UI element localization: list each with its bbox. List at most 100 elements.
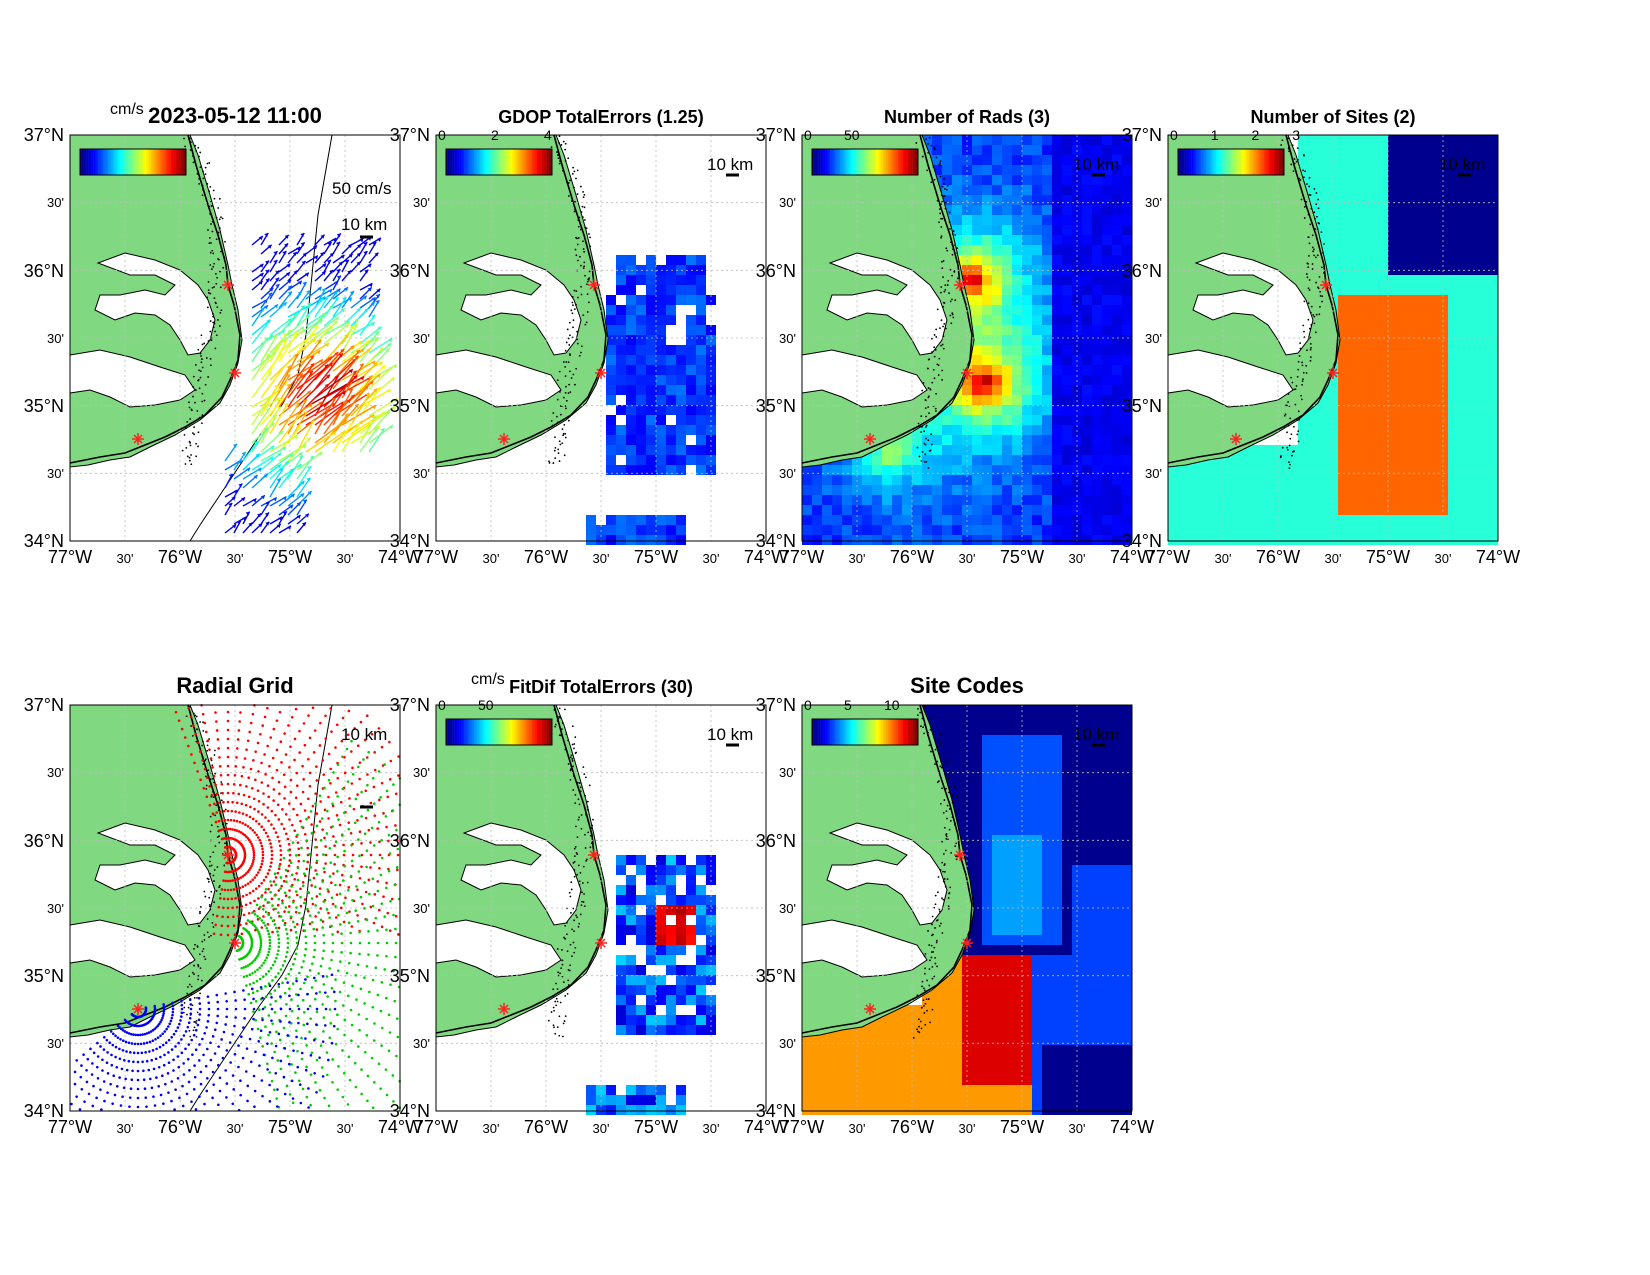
- coastline: [435, 134, 607, 464]
- coast-stipple: [182, 706, 228, 1038]
- colorbar-tick-label: 2: [491, 127, 499, 143]
- axes-frame: [435, 134, 767, 542]
- longitude-label: 74°W: [1109, 1117, 1155, 1137]
- longitude-label: 76°W: [1255, 547, 1301, 567]
- graticule: [802, 135, 1132, 541]
- latitude-label: 37°N: [1121, 125, 1162, 145]
- longitude-label: 76°W: [523, 547, 569, 567]
- colorbar-tick-label: 5: [844, 697, 852, 713]
- axes-frame: [1167, 134, 1499, 542]
- longitude-minute-label: 30': [592, 1121, 610, 1136]
- latitude-minute-label: 30': [1145, 195, 1162, 210]
- latitude-label: 34°N: [1121, 531, 1162, 551]
- latitude-label: 37°N: [389, 695, 430, 715]
- axes-frame: [801, 134, 1133, 542]
- sound-water: [94, 822, 216, 926]
- graticule: [436, 135, 766, 541]
- longitude-minute-label: 30': [592, 551, 610, 566]
- colorbar-tick-label: 1: [1210, 127, 1219, 143]
- map-canvas: [435, 134, 767, 545]
- longitude-label: 75°W: [267, 1117, 313, 1137]
- latitude-label: 34°N: [23, 1101, 64, 1121]
- latitude-minute-label: 30': [779, 901, 796, 916]
- map-canvas: [1167, 134, 1499, 545]
- coastline: [801, 704, 973, 1034]
- sound-water: [826, 822, 948, 926]
- panel-title: GDOP TotalErrors (1.25): [498, 107, 704, 127]
- radar-site-markers: [132, 279, 241, 445]
- longitude-label: 77°W: [1145, 547, 1191, 567]
- scale-bar-label: 10 km: [1073, 725, 1120, 744]
- scale-bar-label: 10 km: [707, 155, 754, 174]
- panel-gdop-total-errors: GDOP TotalErrors (1.25) 0 2 4 10 km 37°N 36°N 3…: [390, 107, 796, 595]
- panel-title: Radial Grid: [176, 673, 294, 698]
- latitude-minute-label: 30': [413, 195, 430, 210]
- panel-title: Site Codes: [910, 673, 1024, 698]
- latitude-label: 35°N: [389, 966, 430, 986]
- units-label: cm/s: [110, 101, 144, 118]
- sound-water: [460, 822, 582, 926]
- colorbar-tick-label: 0: [438, 127, 446, 143]
- latitude-minute-label: 30': [413, 331, 430, 346]
- scale-bar-label: 10 km: [707, 725, 754, 744]
- isobath-contour: [189, 704, 333, 1112]
- map-canvas: [69, 134, 401, 542]
- latitude-minute-label: 30': [413, 765, 430, 780]
- latitude-label: 37°N: [389, 125, 430, 145]
- axes-frame: [801, 704, 1133, 1112]
- longitude-label: 74°W: [743, 1117, 789, 1137]
- longitude-label: 74°W: [377, 1117, 423, 1137]
- sound-water: [1192, 252, 1314, 356]
- map-canvas: [801, 704, 1133, 1115]
- scale-bar-label: 10 km: [341, 215, 388, 234]
- radial-grid-points: [70, 704, 402, 1112]
- sound-water: [460, 252, 582, 356]
- colorbar: [445, 148, 553, 176]
- data-field: [586, 855, 716, 1115]
- latitude-label: 37°N: [23, 695, 64, 715]
- longitude-minute-label: 30': [482, 1121, 500, 1136]
- coastline: [435, 704, 607, 1034]
- longitude-minute-label: 30': [848, 1121, 866, 1136]
- map-canvas: [435, 704, 767, 1115]
- longitude-minute-label: 30': [702, 1121, 720, 1136]
- colorbar-tick-label: 50: [478, 697, 494, 713]
- longitude-label: 74°W: [1475, 547, 1521, 567]
- scale-bar-label: 10 km: [341, 725, 388, 744]
- latitude-minute-label: 30': [47, 1036, 64, 1051]
- latitude-label: 34°N: [389, 1101, 430, 1121]
- latitude-label: 37°N: [755, 695, 796, 715]
- radar-site-markers: [498, 849, 607, 1015]
- colorbar-tick-label: 4: [544, 127, 552, 143]
- longitude-label: 74°W: [1109, 547, 1155, 567]
- radar-site-markers: [132, 849, 241, 1015]
- latitude-minute-label: 30': [779, 1036, 796, 1051]
- latitude-minute-label: 30': [779, 466, 796, 481]
- latitude-label: 36°N: [389, 831, 430, 851]
- panel-radial-grid: Radial Grid 10 km 37°N 36°N 35°N 34°N 30' 30' 30…: [24, 673, 430, 1165]
- latitude-label: 35°N: [389, 396, 430, 416]
- longitude-minute-label: 30': [226, 551, 244, 566]
- coastline: [69, 134, 241, 464]
- longitude-minute-label: 30': [1068, 551, 1086, 566]
- map-canvas: [69, 704, 402, 1112]
- colorbar-tick-label: 50: [844, 127, 860, 143]
- coastline: [801, 134, 973, 464]
- longitude-minute-label: 30': [1068, 1121, 1086, 1136]
- latitude-label: 36°N: [389, 261, 430, 281]
- longitude-minute-label: 30': [116, 551, 134, 566]
- panel-number-of-sites: Number of Sites (2) 0 1 2 3 10 km 37°N 36°N 35°N…: [1122, 107, 1528, 595]
- radar-site-markers: [864, 279, 973, 445]
- latitude-minute-label: 30': [47, 331, 64, 346]
- longitude-minute-label: 30': [958, 551, 976, 566]
- latitude-minute-label: 30': [779, 195, 796, 210]
- colorbar-tick-label: 2: [1251, 127, 1260, 143]
- latitude-label: 36°N: [23, 261, 64, 281]
- latitude-minute-label: 30': [413, 1036, 430, 1051]
- panel-title: FitDif TotalErrors (30): [509, 677, 693, 697]
- colorbar: [1177, 148, 1285, 176]
- scale-bar-label: 10 km: [1073, 155, 1120, 174]
- longitude-minute-label: 30': [1434, 551, 1452, 566]
- latitude-label: 34°N: [755, 531, 796, 551]
- radar-site-markers: [1230, 279, 1339, 445]
